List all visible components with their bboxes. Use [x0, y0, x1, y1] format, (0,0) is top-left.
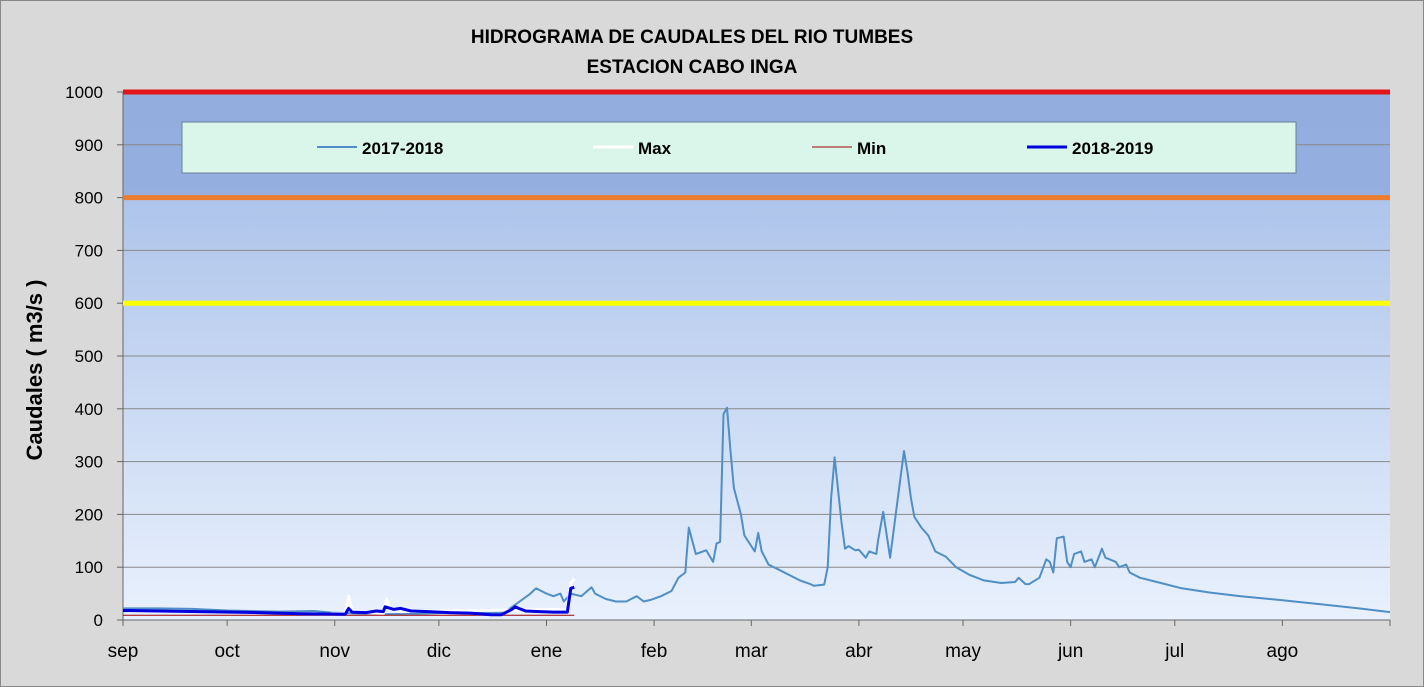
y-tick-label: 100 [75, 558, 103, 577]
y-tick-label: 800 [75, 189, 103, 208]
x-tick-label: nov [319, 641, 350, 662]
y-tick-label: 300 [75, 453, 103, 472]
legend-label: Min [857, 139, 886, 158]
x-tick-label: sep [108, 641, 139, 662]
y-tick-label: 1000 [65, 83, 103, 102]
x-tick-label: mar [735, 641, 768, 662]
x-tick-label: jun [1057, 641, 1083, 662]
y-tick-label: 900 [75, 136, 103, 155]
legend-label: 2018-2019 [1072, 139, 1153, 158]
x-tick-label: oct [214, 641, 240, 662]
y-tick-label: 600 [75, 294, 103, 313]
y-tick-label: 200 [75, 505, 103, 524]
x-tick-label: ago [1267, 641, 1299, 662]
x-tick-label: jul [1164, 641, 1184, 662]
chart-title: HIDROGRAMA DE CAUDALES DEL RIO TUMBES [471, 27, 913, 48]
y-tick-label: 700 [75, 241, 103, 260]
y-tick-label: 400 [75, 400, 103, 419]
x-tick-label: feb [641, 641, 667, 662]
legend-label: 2017-2018 [362, 139, 443, 158]
x-tick-label: ene [531, 641, 563, 662]
y-tick-label: 500 [75, 347, 103, 366]
x-tick-label: may [945, 641, 981, 662]
legend-label: Max [638, 139, 672, 158]
series-line [122, 585, 575, 617]
y-axis-label: Caudales ( m3/s ) [22, 280, 47, 461]
x-tick-label: dic [427, 641, 451, 662]
series-line [123, 406, 1391, 616]
x-tick-label: abr [845, 641, 873, 662]
legend-box [181, 121, 1297, 174]
y-tick-label: 0 [94, 611, 103, 630]
chart-subtitle: ESTACION CABO INGA [587, 57, 798, 78]
